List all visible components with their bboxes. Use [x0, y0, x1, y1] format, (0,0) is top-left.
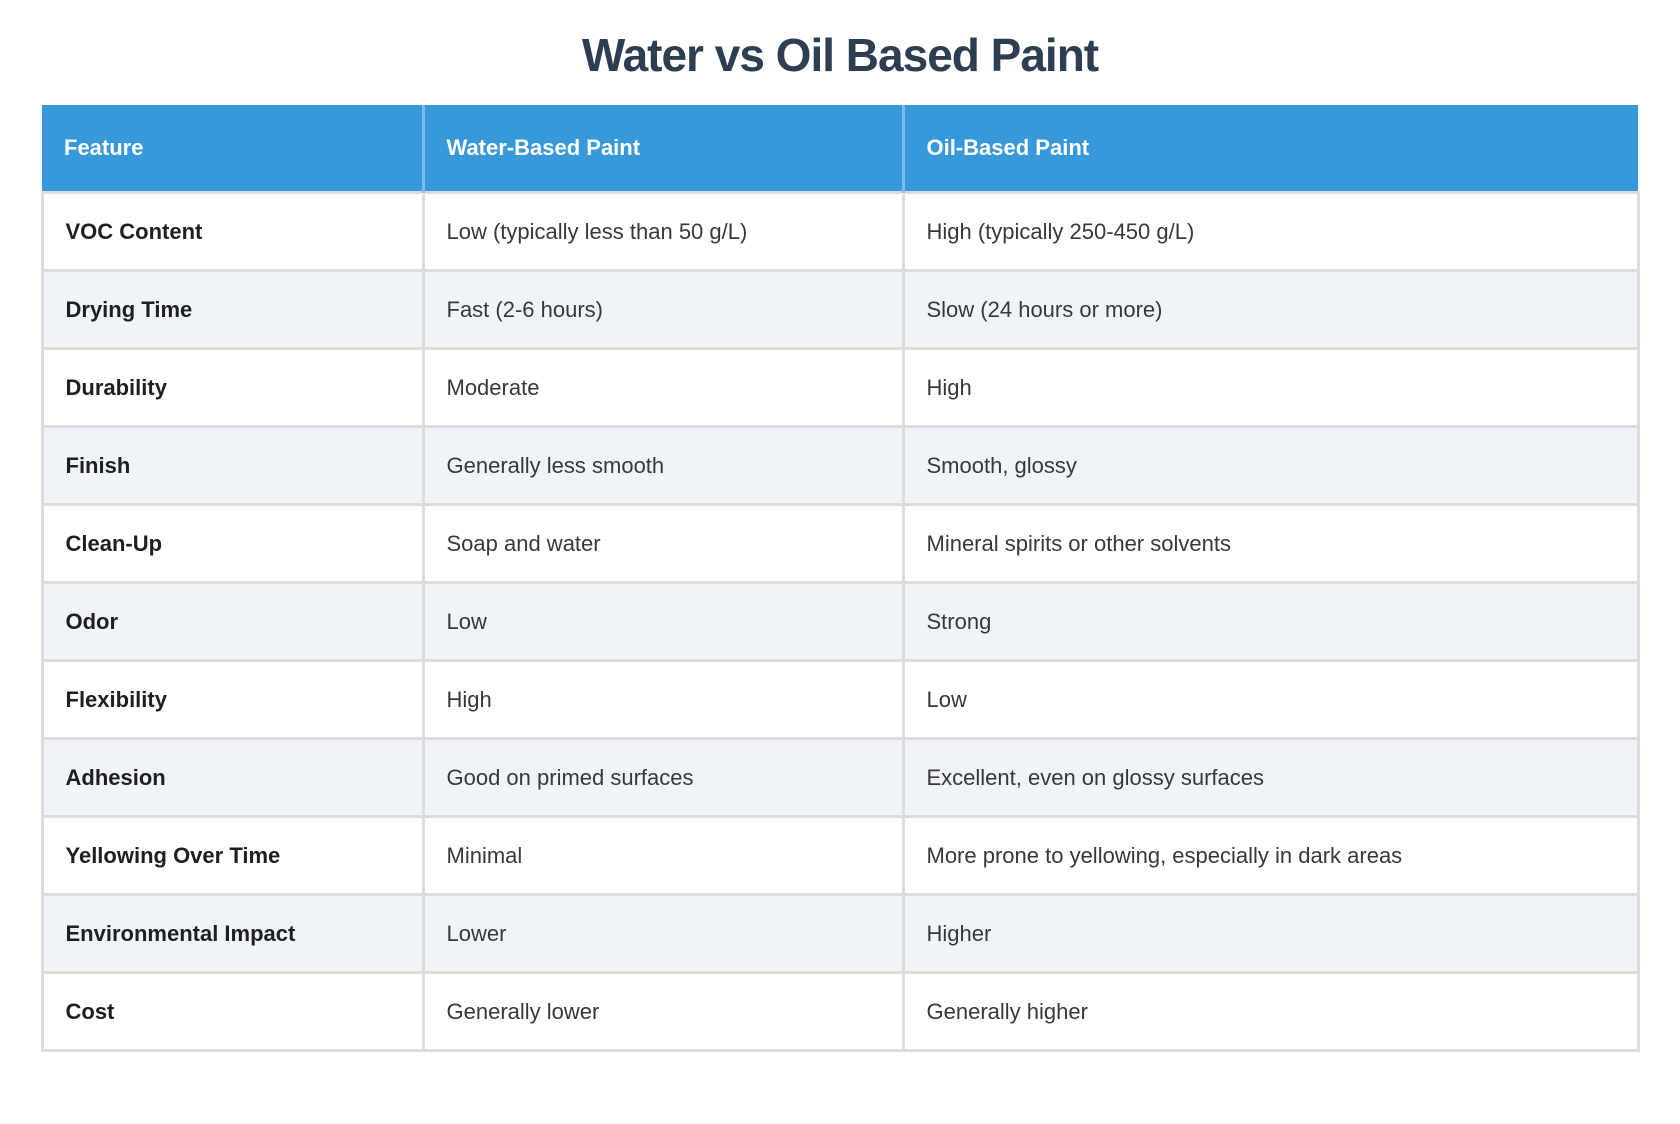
feature-cell: Finish	[40, 425, 425, 507]
feature-cell: Environmental Impact	[40, 893, 425, 975]
table-row: Cost Generally lower Generally higher	[40, 971, 1640, 1053]
oil-based-paint-cell: Mineral spirits or other solvents	[901, 503, 1640, 585]
table-row: Yellowing Over Time Minimal More prone to …	[40, 815, 1640, 897]
water-based-paint-cell: Fast (2-6 hours)	[421, 269, 905, 351]
feature-cell: Cost	[40, 971, 425, 1053]
water-based-paint-cell: Low (typically less than 50 g/L)	[421, 191, 905, 273]
table-row: Durability Moderate High	[40, 347, 1640, 429]
table-body: VOC Content Low (typically less than 50 g…	[40, 191, 1640, 1053]
water-based-paint-cell: Good on primed surfaces	[421, 737, 905, 819]
table-row: Environmental Impact Lower Higher	[40, 893, 1640, 975]
comparison-table: Feature Water-Based Paint Oil-Based Pain…	[40, 105, 1640, 1053]
water-based-paint-cell: Minimal	[421, 815, 905, 897]
column-header-feature: Feature	[42, 105, 423, 193]
feature-cell: Flexibility	[40, 659, 425, 741]
table-row: Flexibility High Low	[40, 659, 1640, 741]
table-row: Clean-Up Soap and water Mineral spirits or…	[40, 503, 1640, 585]
page: Water vs Oil Based Paint Feature Water-B…	[0, 28, 1680, 1124]
oil-based-paint-cell: Slow (24 hours or more)	[901, 269, 1640, 351]
table-row: VOC Content Low (typically less than 50 g…	[40, 191, 1640, 273]
feature-cell: Yellowing Over Time	[40, 815, 425, 897]
oil-based-paint-cell: Generally higher	[901, 971, 1640, 1053]
oil-based-paint-cell: Strong	[901, 581, 1640, 663]
page-title: Water vs Oil Based Paint	[581, 29, 1099, 81]
oil-based-paint-cell: High (typically 250-450 g/L)	[901, 191, 1640, 273]
oil-based-paint-cell: High	[901, 347, 1640, 429]
oil-based-paint-cell: Excellent, even on glossy surfaces	[901, 737, 1640, 819]
header-row: Feature Water-Based Paint Oil-Based Pain…	[42, 105, 1638, 193]
water-based-paint-cell: Lower	[421, 893, 905, 975]
column-header-oil-based-paint: Oil-Based Paint	[901, 105, 1638, 193]
oil-based-paint-cell: Higher	[901, 893, 1640, 975]
table-row: Drying Time Fast (2-6 hours) Slow (24 hour…	[40, 269, 1640, 351]
table-row: Adhesion Good on primed surfaces Excellent…	[40, 737, 1640, 819]
feature-cell: Adhesion	[40, 737, 425, 819]
water-based-paint-cell: Generally less smooth	[421, 425, 905, 507]
table-row: Finish Generally less smooth Smooth, gloss…	[40, 425, 1640, 507]
table-header: Feature Water-Based Paint Oil-Based Pain…	[42, 105, 1638, 193]
feature-cell: Drying Time	[40, 269, 425, 351]
oil-based-paint-cell: More prone to yellowing, especially in d…	[901, 815, 1640, 897]
oil-based-paint-cell: Low	[901, 659, 1640, 741]
feature-cell: Odor	[40, 581, 425, 663]
water-based-paint-cell: Low	[421, 581, 905, 663]
table-row: Odor Low Strong	[40, 581, 1640, 663]
feature-cell: Durability	[40, 347, 425, 429]
column-header-water-based-paint: Water-Based Paint	[421, 105, 903, 193]
water-based-paint-cell: Soap and water	[421, 503, 905, 585]
water-based-paint-cell: High	[421, 659, 905, 741]
water-based-paint-cell: Moderate	[421, 347, 905, 429]
water-based-paint-cell: Generally lower	[421, 971, 905, 1053]
oil-based-paint-cell: Smooth, glossy	[901, 425, 1640, 507]
feature-cell: VOC Content	[40, 191, 425, 273]
feature-cell: Clean-Up	[40, 503, 425, 585]
